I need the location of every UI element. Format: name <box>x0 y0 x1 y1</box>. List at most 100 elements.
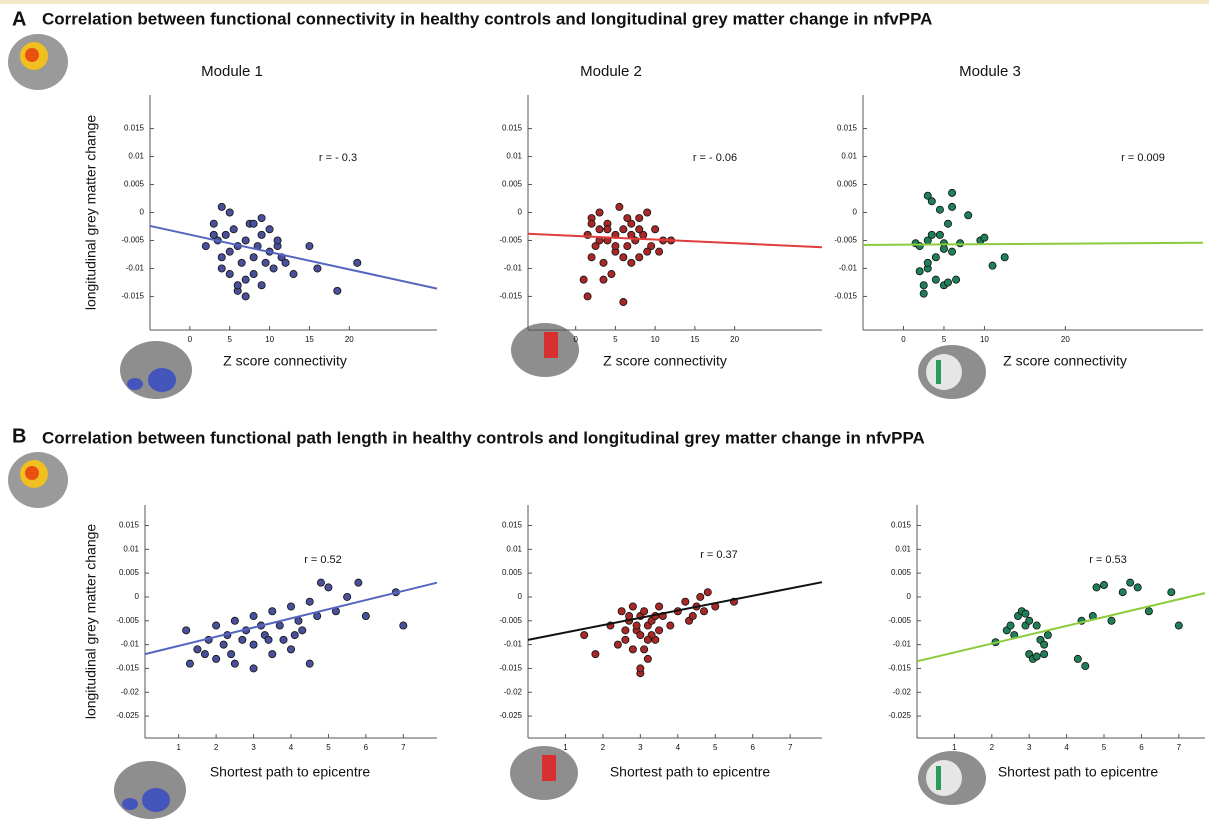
y-tick-label: 0.015 <box>119 521 140 530</box>
point <box>583 292 592 301</box>
point <box>229 225 238 234</box>
point <box>621 635 630 644</box>
point <box>619 225 628 234</box>
point <box>1040 650 1049 659</box>
point <box>579 275 588 284</box>
x-tick-label: 6 <box>1139 743 1144 752</box>
point <box>651 225 660 234</box>
point <box>227 650 236 659</box>
x-tick-label: 5 <box>713 743 718 752</box>
y-tick-label: 0.015 <box>502 124 523 133</box>
point <box>241 292 250 301</box>
fit-line <box>149 224 438 290</box>
fit-line <box>916 592 1206 663</box>
point <box>915 267 924 276</box>
point <box>294 616 303 625</box>
point <box>353 258 362 267</box>
y-tick-label: -0.005 <box>121 236 144 245</box>
chart-title: Module 3 <box>959 63 1021 80</box>
point <box>316 578 325 587</box>
chart-title: Module 1 <box>201 63 263 80</box>
point <box>623 242 632 251</box>
point <box>935 205 944 214</box>
y-tick-label: -0.005 <box>499 236 522 245</box>
point <box>931 253 940 262</box>
point <box>241 236 250 245</box>
x-tick-label: 7 <box>401 743 406 752</box>
point <box>249 612 258 621</box>
x-tick-label: 10 <box>980 335 989 344</box>
x-tick-label: 2 <box>990 743 995 752</box>
point <box>1144 607 1153 616</box>
point <box>305 597 314 606</box>
point <box>696 592 705 601</box>
y-tick-label: -0.015 <box>116 664 139 673</box>
point <box>185 659 194 668</box>
point <box>948 188 957 197</box>
point <box>324 583 333 592</box>
y-tick-label: -0.01 <box>504 640 523 649</box>
y-tick-label: 0.015 <box>124 124 145 133</box>
y-axis-label: longitudinal grey matter change <box>83 524 99 720</box>
point <box>636 631 645 640</box>
y-tick-label: -0.005 <box>834 236 857 245</box>
y-tick-label: 0.01 <box>895 544 911 553</box>
point <box>944 278 953 287</box>
x-axis-label: Z score connectivity <box>603 353 727 369</box>
y-tick-label: -0.025 <box>888 711 911 720</box>
point <box>643 247 652 256</box>
point <box>219 640 228 649</box>
y-tick-label: -0.01 <box>121 640 140 649</box>
y-tick-label: -0.005 <box>116 616 139 625</box>
x-tick-label: 6 <box>750 743 755 752</box>
point <box>268 607 277 616</box>
point <box>944 219 953 228</box>
y-tick-label: 0.005 <box>124 180 145 189</box>
point <box>230 659 239 668</box>
y-tick-label: 0 <box>140 208 145 217</box>
point <box>935 230 944 239</box>
y-tick-label: -0.015 <box>499 664 522 673</box>
x-tick-label: 2 <box>601 743 606 752</box>
point <box>919 281 928 290</box>
point <box>980 233 989 242</box>
point <box>217 253 226 262</box>
annotation: r = 0.37 <box>700 549 738 561</box>
point <box>635 253 644 262</box>
fit-line <box>144 581 438 656</box>
fit-line <box>527 232 823 249</box>
point <box>688 612 697 621</box>
point <box>628 602 637 611</box>
point <box>613 640 622 649</box>
y-tick-label: 0.01 <box>128 152 144 161</box>
point <box>249 219 258 228</box>
point <box>599 258 608 267</box>
y-tick-label: 0.015 <box>502 521 523 530</box>
point <box>595 208 604 217</box>
point <box>621 626 630 635</box>
point <box>948 202 957 211</box>
annotation: r = - 0.3 <box>319 152 357 164</box>
point <box>619 298 628 307</box>
point <box>361 612 370 621</box>
point <box>655 626 664 635</box>
point <box>599 275 608 284</box>
point <box>257 230 266 239</box>
point <box>1021 609 1030 618</box>
y-tick-label: -0.025 <box>116 711 139 720</box>
point <box>257 214 266 223</box>
point <box>212 621 221 630</box>
point <box>241 275 250 284</box>
point <box>1118 588 1127 597</box>
x-tick-label: 20 <box>1061 335 1070 344</box>
point <box>952 275 961 284</box>
x-axis-label: Z score connectivity <box>223 353 347 369</box>
point <box>640 607 649 616</box>
annotation: r = - 0.06 <box>693 152 737 164</box>
x-axis-label: Z score connectivity <box>1003 353 1127 369</box>
point <box>915 242 924 251</box>
point <box>635 225 644 234</box>
point <box>591 242 600 251</box>
point <box>257 281 266 290</box>
